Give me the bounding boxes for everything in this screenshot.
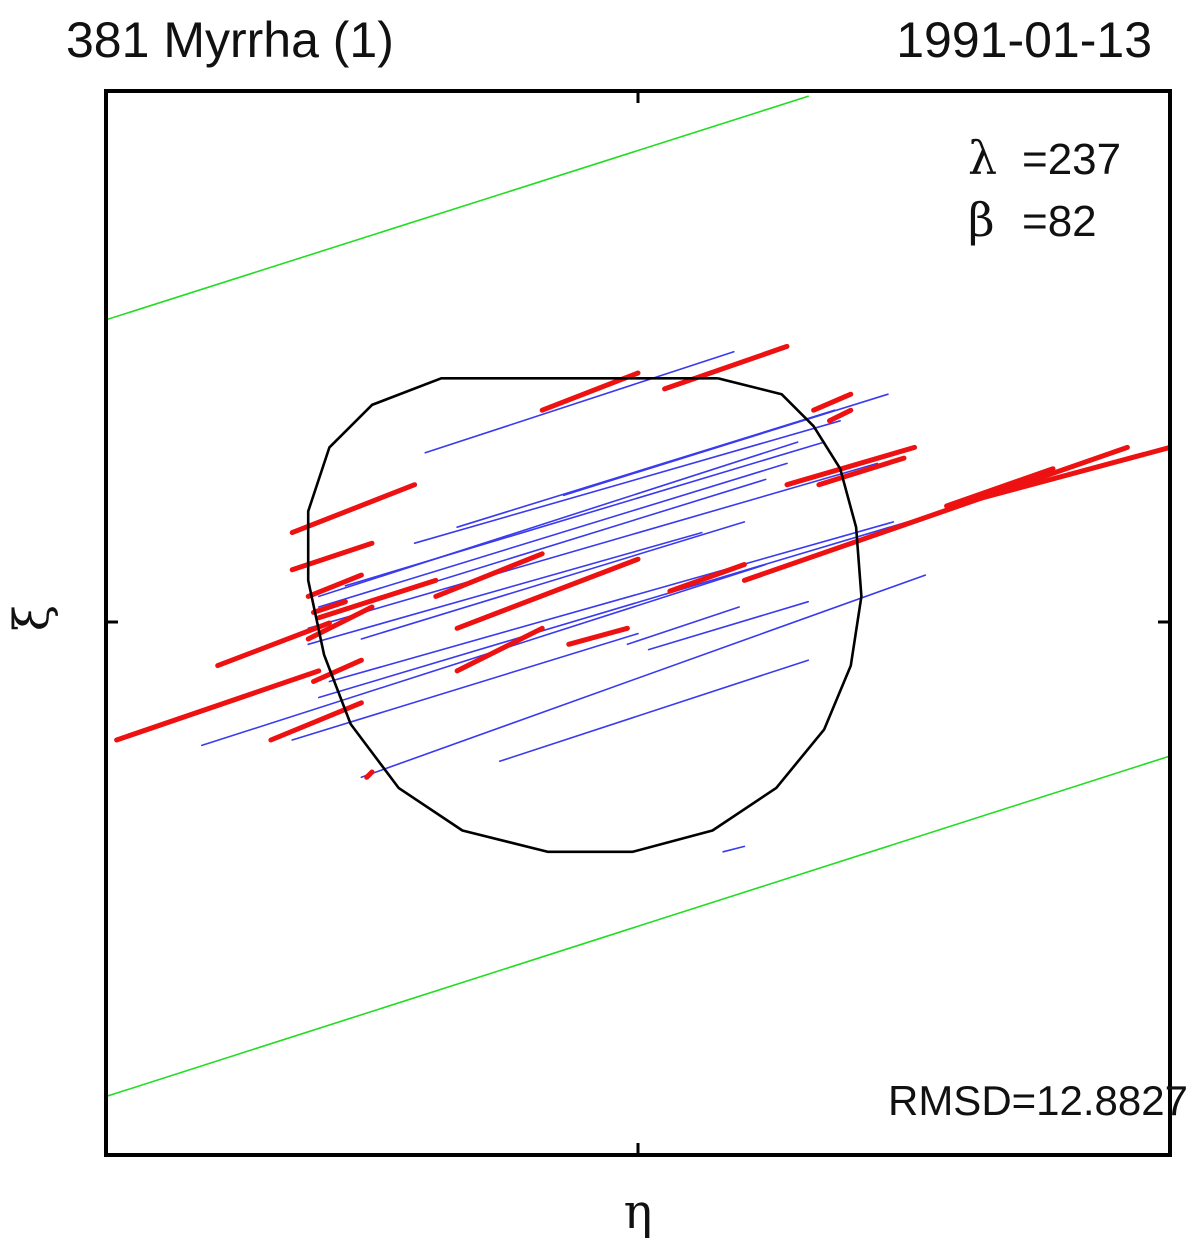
chord-line-1 <box>424 350 735 454</box>
chord-lines <box>201 350 927 853</box>
chord-error-7 <box>114 668 322 743</box>
limit-line-1 <box>106 95 810 321</box>
plot-frame <box>104 89 1172 1157</box>
limit-lines <box>106 95 1170 1098</box>
shape-profile <box>306 376 863 854</box>
chord-line-16 <box>360 574 927 779</box>
chord-error-22 <box>944 466 1056 509</box>
beta-value: =82 <box>1022 197 1097 246</box>
chord-error-segments <box>114 343 1170 780</box>
chord-line-20 <box>722 845 746 853</box>
chord-error-2 <box>289 540 375 573</box>
chord-error-4 <box>311 599 348 615</box>
chord-line-3 <box>413 419 842 545</box>
lambda-symbol: λ <box>968 131 997 185</box>
beta-symbol: β <box>968 193 995 247</box>
chord-error-16 <box>662 343 790 392</box>
chord-error-3 <box>305 572 364 599</box>
chord-line-12 <box>328 521 895 683</box>
chord-error-8 <box>268 700 364 743</box>
chord-error-23 <box>741 444 1130 583</box>
chart-date: 1991-01-13 <box>896 12 1152 68</box>
x-axis-label: η <box>624 1184 653 1240</box>
shape-profile-group <box>306 376 863 854</box>
chord-error-21 <box>816 455 907 488</box>
lambda-value: =237 <box>1022 135 1121 184</box>
chord-line-15 <box>291 632 639 741</box>
chart-title: 381 Myrrha (1) <box>66 12 394 68</box>
chord-line-13 <box>317 515 927 699</box>
chord-error-20 <box>784 444 918 488</box>
chord-error-10 <box>316 577 439 621</box>
chord-line-9 <box>307 462 879 630</box>
chord-error-6 <box>215 620 332 669</box>
chord-line-10 <box>360 521 746 640</box>
chord-line-6 <box>317 441 799 598</box>
chord-error-13 <box>454 625 545 674</box>
chord-error-11 <box>433 551 545 599</box>
chord-line-19 <box>647 600 810 651</box>
chord-error-18 <box>811 391 854 413</box>
chord-error-14 <box>566 625 630 647</box>
chord-line-11 <box>307 531 703 646</box>
chord-error-9 <box>311 657 364 684</box>
chord-error-25 <box>364 769 375 780</box>
chord-error-1 <box>289 482 418 536</box>
chord-line-4 <box>456 409 836 529</box>
chord-error-12 <box>454 556 641 631</box>
y-axis-label: ξ <box>4 605 60 631</box>
chord-line-17 <box>498 659 810 763</box>
rmsd-label: RMSD=12.8827 <box>888 1077 1188 1124</box>
chord-line-7 <box>317 462 788 608</box>
chord-line-18 <box>626 606 740 646</box>
limit-line-2 <box>106 755 1170 1098</box>
chord-error-15 <box>667 562 747 594</box>
chord-error-24 <box>949 444 1170 509</box>
chord-error-19 <box>827 407 854 424</box>
